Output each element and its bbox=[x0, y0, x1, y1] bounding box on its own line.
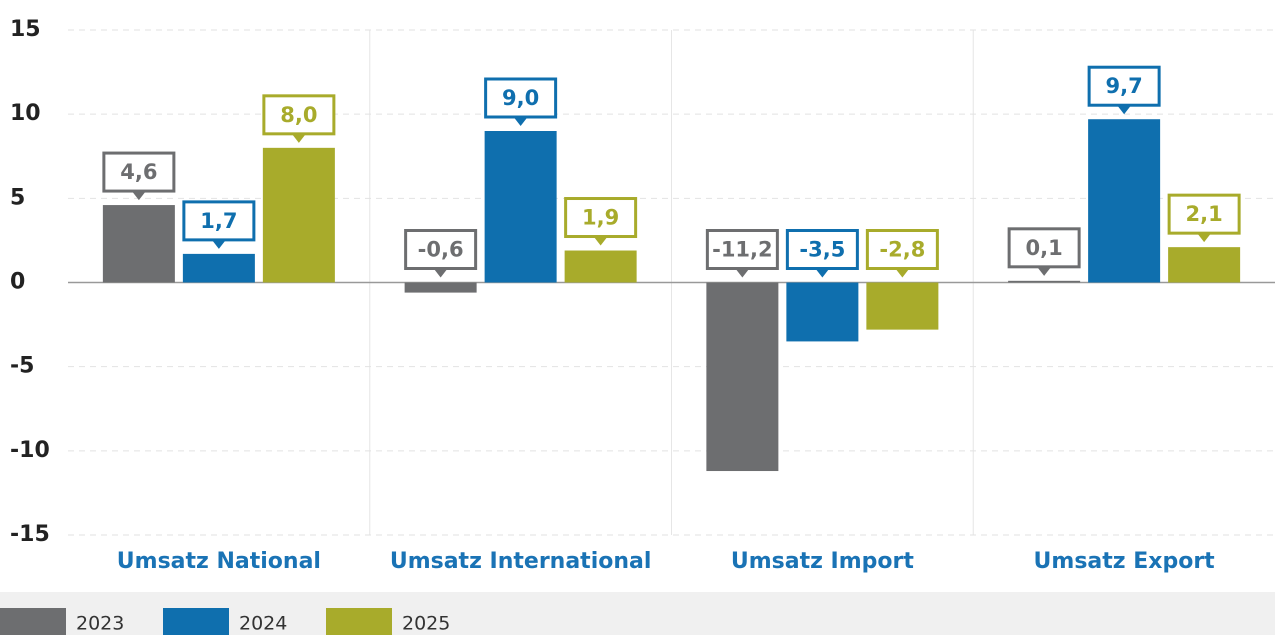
bar bbox=[262, 147, 335, 283]
value-label: 0,1 bbox=[1026, 236, 1063, 260]
value-label: -11,2 bbox=[712, 238, 773, 262]
bar bbox=[866, 282, 939, 330]
value-label: 4,6 bbox=[120, 160, 157, 184]
y-tick-label: -5 bbox=[10, 354, 34, 379]
value-label-pointer bbox=[1037, 266, 1052, 276]
legend-swatch bbox=[326, 608, 392, 635]
y-tick-label: -15 bbox=[10, 522, 50, 547]
bar bbox=[102, 205, 175, 283]
bar bbox=[1168, 247, 1241, 283]
value-label-box bbox=[1167, 193, 1241, 235]
value-label: -0,6 bbox=[418, 238, 464, 262]
bar bbox=[484, 131, 557, 283]
value-label: 8,0 bbox=[280, 103, 317, 127]
value-label-box bbox=[785, 229, 859, 270]
y-tick-label: 15 bbox=[10, 17, 41, 42]
y-tick-label: -10 bbox=[10, 438, 50, 463]
value-label-box bbox=[484, 77, 558, 119]
bar bbox=[1008, 280, 1081, 283]
x-tick-label: Umsatz International bbox=[390, 549, 652, 574]
bar bbox=[1088, 119, 1161, 283]
y-tick-label: 5 bbox=[10, 185, 25, 210]
legend-label: 2025 bbox=[402, 613, 450, 635]
value-label-box bbox=[1007, 227, 1081, 269]
value-label-pointer bbox=[1117, 105, 1132, 115]
value-label-pointer bbox=[513, 117, 528, 126]
value-label: 2,1 bbox=[1186, 202, 1223, 226]
y-tick-label: 0 bbox=[10, 270, 25, 295]
value-label-pointer bbox=[593, 236, 608, 246]
value-label-pointer bbox=[211, 239, 226, 249]
value-label: 9,7 bbox=[1106, 74, 1143, 98]
x-tick-label: Umsatz National bbox=[117, 549, 321, 574]
value-label-box bbox=[564, 197, 638, 239]
value-label: 9,0 bbox=[502, 86, 539, 110]
y-tick-label: 10 bbox=[10, 101, 41, 126]
value-label-pointer bbox=[1197, 233, 1212, 243]
x-tick-label: Umsatz Export bbox=[1034, 549, 1216, 574]
value-label-pointer bbox=[815, 268, 830, 278]
value-label-pointer bbox=[291, 133, 306, 143]
value-label-box bbox=[102, 151, 176, 193]
value-label-pointer bbox=[895, 268, 910, 278]
bar bbox=[404, 282, 477, 293]
value-label: 1,9 bbox=[582, 206, 619, 230]
legend-label: 2023 bbox=[76, 613, 124, 635]
x-tick-label: Umsatz Import bbox=[731, 549, 915, 574]
legend-label: 2024 bbox=[239, 613, 287, 635]
value-label-pointer bbox=[735, 268, 750, 278]
bar bbox=[564, 250, 637, 283]
value-label: 1,7 bbox=[200, 209, 237, 233]
bar bbox=[182, 253, 255, 283]
value-label-box bbox=[705, 229, 779, 270]
value-label: -2,8 bbox=[879, 238, 925, 262]
bar bbox=[786, 282, 859, 342]
value-label: -3,5 bbox=[799, 238, 845, 262]
legend-swatch bbox=[163, 608, 229, 635]
value-label-pointer bbox=[433, 268, 448, 278]
value-label-pointer bbox=[131, 191, 146, 201]
legend-swatch bbox=[0, 608, 66, 635]
bar bbox=[706, 282, 779, 472]
